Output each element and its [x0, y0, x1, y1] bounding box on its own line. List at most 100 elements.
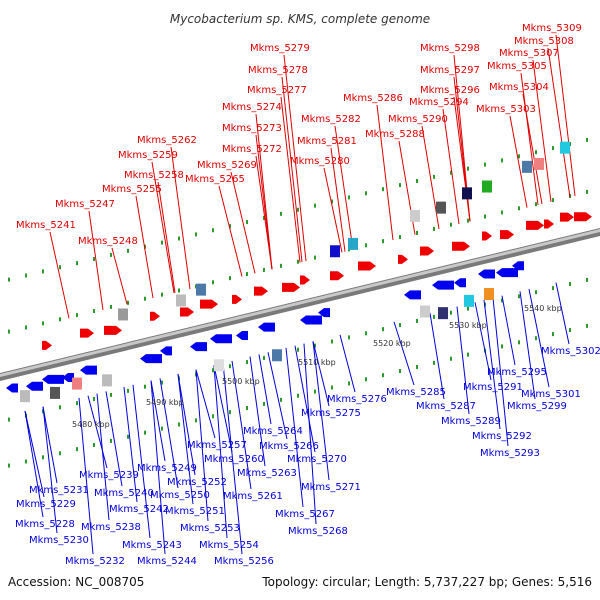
- gene-arrow[interactable]: [62, 373, 74, 383]
- gene-box[interactable]: [196, 283, 206, 296]
- gene-label[interactable]: Mkms_5276: [327, 394, 387, 405]
- gene-box[interactable]: [522, 160, 532, 173]
- gene-arrow[interactable]: [404, 290, 421, 300]
- gene-arrow[interactable]: [454, 278, 466, 288]
- gene-label[interactable]: Mkms_5294: [409, 97, 469, 108]
- gene-label[interactable]: Mkms_5298: [420, 43, 480, 54]
- gene-label[interactable]: Mkms_5228: [15, 519, 75, 530]
- gene-arrow[interactable]: [190, 342, 207, 352]
- gene-label[interactable]: Mkms_5253: [180, 523, 240, 534]
- gene-label[interactable]: Mkms_5251: [165, 506, 225, 517]
- gene-label[interactable]: Mkms_5257: [187, 440, 247, 451]
- gene-arrow[interactable]: [318, 308, 330, 318]
- gene-label[interactable]: Mkms_5229: [16, 499, 76, 510]
- gene-arrow[interactable]: [496, 268, 518, 278]
- gene-label[interactable]: Mkms_5258: [124, 170, 184, 181]
- gene-box[interactable]: [50, 386, 60, 399]
- gene-label[interactable]: Mkms_5286: [343, 93, 403, 104]
- gene-box[interactable]: [484, 288, 494, 301]
- gene-box[interactable]: [20, 390, 30, 403]
- gene-box[interactable]: [118, 308, 128, 321]
- gene-box[interactable]: [420, 305, 430, 318]
- gene-arrow[interactable]: [150, 311, 160, 321]
- gene-label[interactable]: Mkms_5299: [507, 401, 567, 412]
- gene-label[interactable]: Mkms_5239: [79, 470, 139, 481]
- gene-arrow[interactable]: [42, 340, 52, 350]
- gene-label[interactable]: Mkms_5259: [118, 150, 178, 161]
- gene-label[interactable]: Mkms_5241: [16, 220, 76, 231]
- gene-box[interactable]: [272, 349, 282, 362]
- gene-box[interactable]: [560, 141, 570, 154]
- gene-label[interactable]: Mkms_5295: [487, 367, 547, 378]
- gene-arrow[interactable]: [210, 334, 232, 344]
- gene-label[interactable]: Mkms_5292: [472, 431, 532, 442]
- gene-box[interactable]: [330, 245, 340, 258]
- gene-label[interactable]: Mkms_5279: [250, 43, 310, 54]
- gene-label[interactable]: Mkms_5280: [290, 156, 350, 167]
- gene-label[interactable]: Mkms_5302: [541, 346, 600, 357]
- gene-arrow[interactable]: [330, 271, 344, 281]
- gene-label[interactable]: Mkms_5232: [65, 556, 125, 567]
- gene-label[interactable]: Mkms_5238: [81, 522, 141, 533]
- gene-label[interactable]: Mkms_5263: [237, 468, 297, 479]
- gene-arrow[interactable]: [512, 261, 524, 271]
- gene-arrow[interactable]: [482, 231, 492, 241]
- gene-label[interactable]: Mkms_5297: [420, 65, 480, 76]
- gene-label[interactable]: Mkms_5265: [185, 174, 245, 185]
- gene-box[interactable]: [410, 209, 420, 222]
- gene-arrow[interactable]: [544, 219, 554, 229]
- gene-arrow[interactable]: [282, 282, 300, 292]
- gene-label[interactable]: Mkms_5303: [476, 104, 536, 115]
- gene-box[interactable]: [176, 294, 186, 307]
- gene-label[interactable]: Mkms_5277: [247, 85, 307, 96]
- gene-label[interactable]: Mkms_5304: [489, 82, 549, 93]
- gene-box[interactable]: [462, 187, 472, 200]
- gene-arrow[interactable]: [80, 328, 94, 338]
- gene-arrow[interactable]: [160, 346, 172, 356]
- gene-label[interactable]: Mkms_5296: [420, 85, 480, 96]
- gene-box[interactable]: [214, 359, 224, 372]
- gene-label[interactable]: Mkms_5308: [514, 36, 574, 47]
- gene-box[interactable]: [436, 201, 446, 214]
- gene-label[interactable]: Mkms_5242: [109, 504, 169, 515]
- gene-arrow[interactable]: [254, 286, 268, 296]
- gene-box[interactable]: [534, 157, 544, 170]
- gene-label[interactable]: Mkms_5281: [297, 136, 357, 147]
- gene-label[interactable]: Mkms_5240: [94, 488, 154, 499]
- gene-box[interactable]: [102, 374, 112, 387]
- gene-label[interactable]: Mkms_5288: [365, 129, 425, 140]
- gene-box[interactable]: [464, 294, 474, 307]
- gene-box[interactable]: [348, 237, 358, 250]
- gene-label[interactable]: Mkms_5273: [222, 123, 282, 134]
- gene-label[interactable]: Mkms_5270: [287, 454, 347, 465]
- gene-label[interactable]: Mkms_5261: [223, 491, 283, 502]
- gene-arrow[interactable]: [560, 212, 574, 222]
- gene-arrow[interactable]: [236, 330, 248, 340]
- gene-label[interactable]: Mkms_5271: [301, 482, 361, 493]
- gene-label[interactable]: Mkms_5231: [29, 485, 89, 496]
- gene-label[interactable]: Mkms_5272: [222, 144, 282, 155]
- gene-arrow[interactable]: [258, 322, 275, 332]
- gene-label[interactable]: Mkms_5305: [487, 61, 547, 72]
- gene-label[interactable]: Mkms_5287: [416, 401, 476, 412]
- gene-label[interactable]: Mkms_5266: [259, 441, 319, 452]
- gene-box[interactable]: [72, 377, 82, 390]
- gene-arrow[interactable]: [300, 315, 322, 325]
- gene-label[interactable]: Mkms_5269: [197, 160, 257, 171]
- gene-arrow[interactable]: [358, 261, 376, 271]
- gene-arrow[interactable]: [80, 365, 97, 375]
- gene-arrow[interactable]: [452, 241, 470, 251]
- gene-arrow[interactable]: [232, 294, 242, 304]
- gene-box[interactable]: [482, 180, 492, 193]
- gene-arrow[interactable]: [432, 280, 454, 290]
- gene-label[interactable]: Mkms_5278: [248, 65, 308, 76]
- gene-label[interactable]: Mkms_5307: [499, 48, 559, 59]
- gene-label[interactable]: Mkms_5256: [214, 556, 274, 567]
- gene-arrow[interactable]: [500, 230, 514, 240]
- gene-arrow[interactable]: [574, 212, 592, 222]
- gene-label[interactable]: Mkms_5262: [137, 135, 197, 146]
- gene-arrow[interactable]: [478, 269, 495, 279]
- gene-label[interactable]: Mkms_5243: [122, 540, 182, 551]
- gene-arrow[interactable]: [140, 354, 162, 364]
- gene-label[interactable]: Mkms_5250: [150, 490, 210, 501]
